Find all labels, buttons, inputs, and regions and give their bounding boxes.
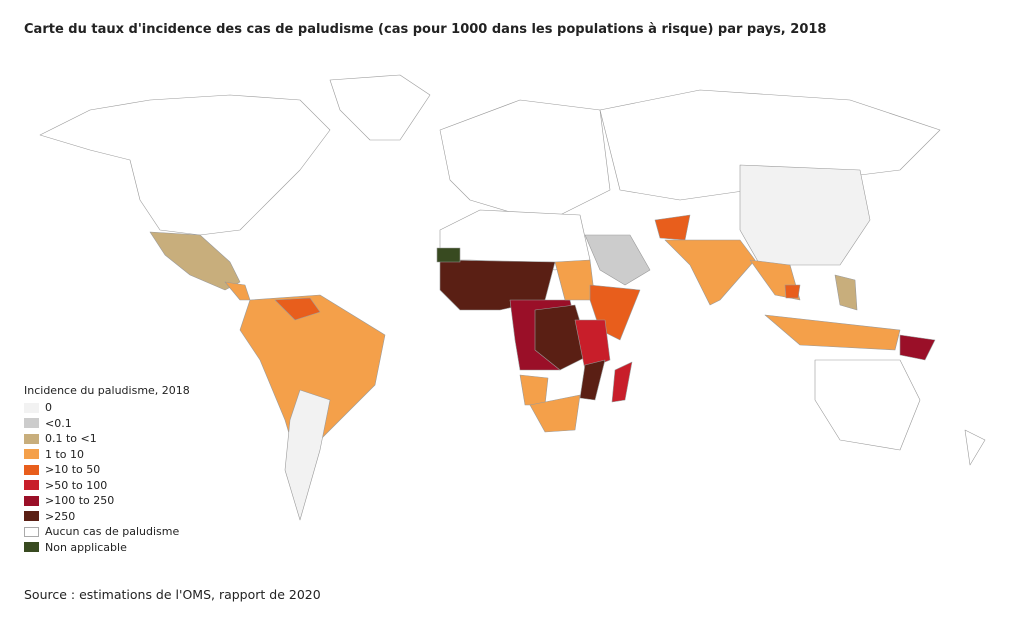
- legend-label: Non applicable: [45, 540, 127, 554]
- region-southern-africa: [529, 394, 581, 433]
- region-australia: [814, 359, 921, 451]
- region-mexico: [149, 231, 241, 291]
- region-mozambique: [579, 359, 606, 401]
- map-title: Carte du taux d'incidence des cas de pal…: [24, 22, 827, 37]
- legend-item: 0: [24, 400, 190, 416]
- legend-swatch: [24, 464, 39, 475]
- region-western-sahara: [436, 247, 461, 263]
- legend-swatch: [24, 449, 39, 460]
- region-north-america: [39, 94, 331, 236]
- legend-label: 1 to 10: [45, 447, 85, 461]
- legend-swatch: [24, 433, 39, 444]
- legend-item: >100 to 250: [24, 493, 190, 509]
- legend-item: 1 to 10: [24, 447, 190, 463]
- legend-item: >10 to 50: [24, 462, 190, 478]
- region-central-america: [224, 281, 251, 301]
- region-cambodia: [784, 284, 801, 299]
- legend-swatch: [24, 480, 39, 491]
- source-note: Source : estimations de l'OMS, rapport d…: [24, 587, 321, 602]
- legend-label: >100 to 250: [45, 494, 115, 508]
- legend-item: Non applicable: [24, 540, 190, 556]
- region-png: [899, 334, 936, 361]
- legend-item: 0.1 to <1: [24, 431, 190, 447]
- region-indonesia: [764, 314, 901, 351]
- region-venezuela: [274, 297, 321, 321]
- legend-swatch: [24, 511, 39, 522]
- legend-item: <0.1: [24, 416, 190, 432]
- legend-label: >50 to 100: [45, 478, 108, 492]
- legend-swatch: [24, 495, 39, 506]
- legend-item: Aucun cas de paludisme: [24, 524, 190, 540]
- legend: Incidence du paludisme, 2018 0 <0.1 0.1 to…: [24, 384, 190, 555]
- legend-swatch: [24, 526, 39, 537]
- legend-swatch: [24, 402, 39, 413]
- region-east-africa: [574, 319, 611, 371]
- legend-title: Incidence du paludisme, 2018: [24, 384, 190, 397]
- legend-label: >10 to 50: [45, 463, 101, 477]
- region-southern-africa-w: [519, 374, 549, 406]
- region-china: [739, 164, 871, 266]
- legend-label: >250: [45, 509, 76, 523]
- region-europe: [439, 99, 611, 216]
- region-afghanistan: [654, 214, 691, 241]
- region-new-zealand: [964, 429, 986, 466]
- region-madagascar: [611, 361, 633, 403]
- region-greenland: [329, 74, 431, 141]
- region-arabia: [584, 234, 651, 286]
- region-southern-cone: [284, 389, 331, 521]
- region-philippines: [834, 274, 858, 311]
- legend-label: Aucun cas de paludisme: [45, 525, 180, 539]
- legend-swatch: [24, 418, 39, 429]
- legend-label: 0: [45, 401, 52, 415]
- legend-swatch: [24, 542, 39, 553]
- region-india: [664, 239, 756, 306]
- legend-item: >50 to 100: [24, 478, 190, 494]
- region-sudan: [554, 259, 596, 301]
- legend-item: >250: [24, 509, 190, 525]
- legend-label: <0.1: [45, 416, 72, 430]
- legend-label: 0.1 to <1: [45, 432, 97, 446]
